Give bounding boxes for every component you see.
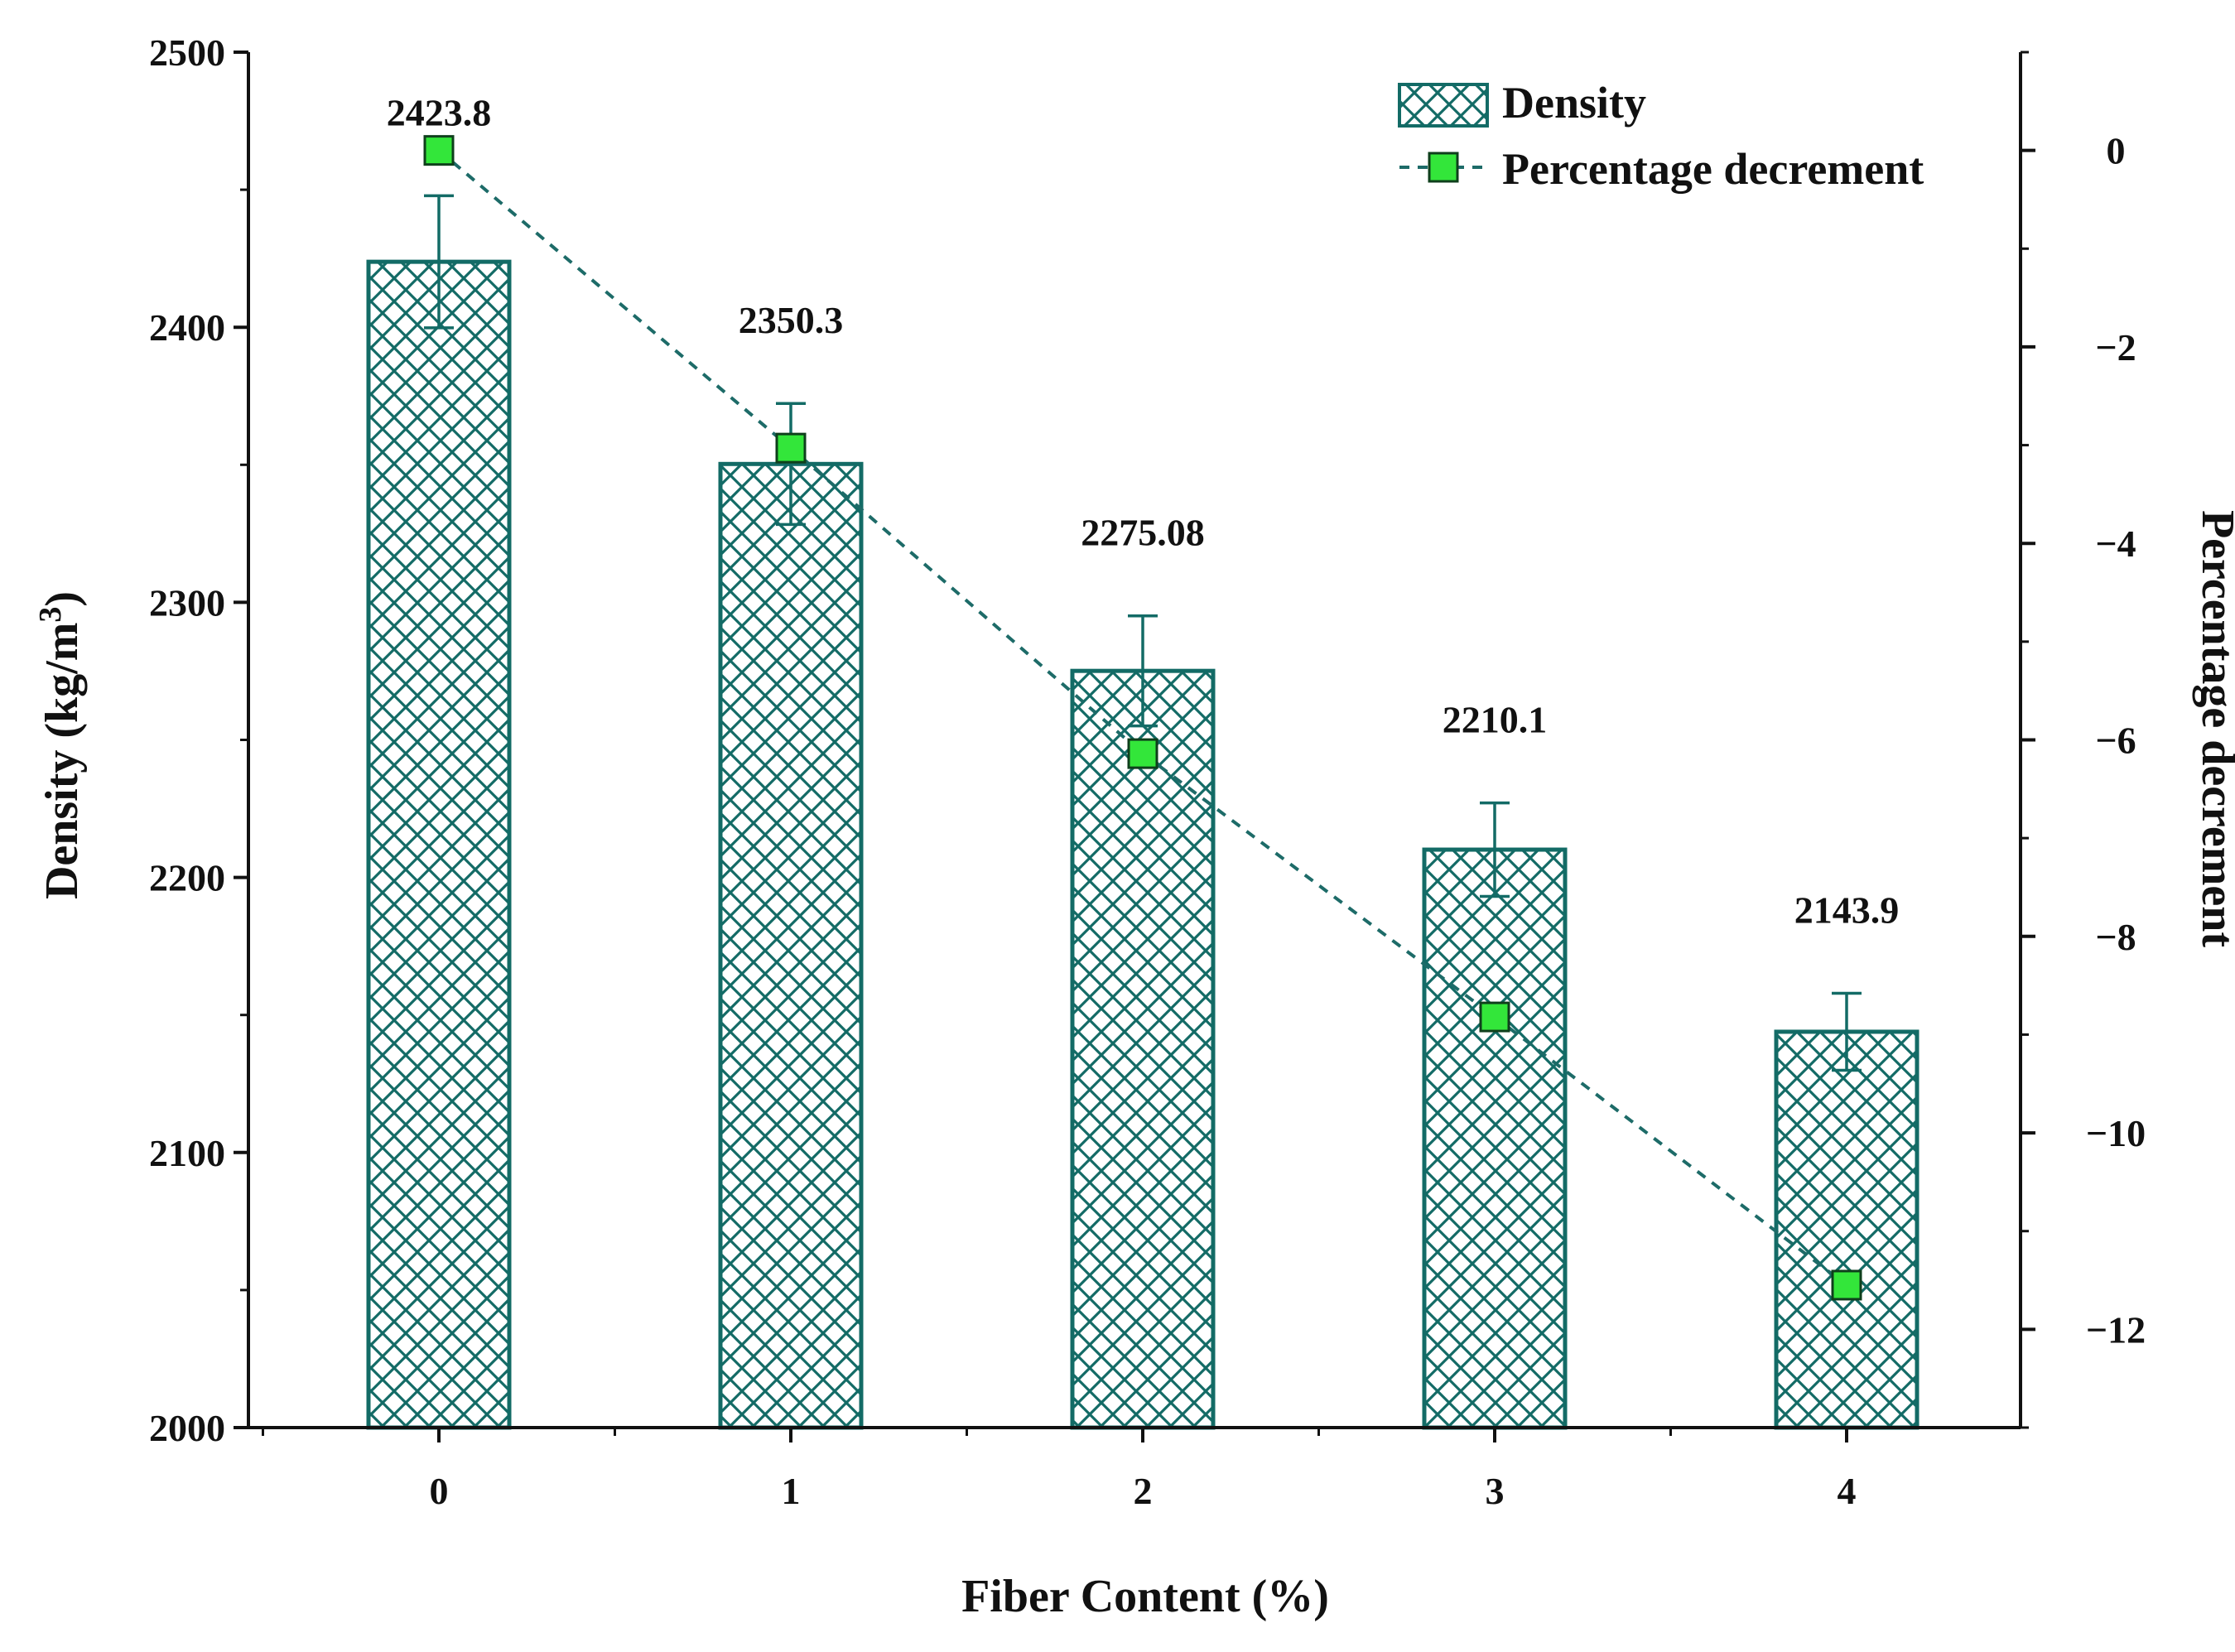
x-tick-label-0: 0: [430, 1470, 449, 1512]
x-tick-label-1: 1: [782, 1470, 801, 1512]
density-bar-0: [366, 259, 512, 1430]
left-tick-label-2200: 2200: [149, 857, 225, 899]
x-tick-label-4: 4: [1838, 1470, 1857, 1512]
x-tick-label-2: 2: [1134, 1470, 1153, 1512]
density-bar-2: [1070, 668, 1216, 1430]
data-label-2: 2275.08: [1081, 512, 1205, 554]
right-tick-label--12: −12: [2086, 1308, 2146, 1351]
axis-ticks: 2000 2100 2200 2300 2400 2500 0 −2 −4 −6 −8 −10 −12 0…: [149, 31, 2146, 1512]
right-tick-label--2: −2: [2095, 326, 2136, 368]
percentage-decrement-series: [423, 135, 1862, 1301]
density-error-bars: [424, 194, 1862, 1072]
right-tick-label--10: −10: [2086, 1112, 2146, 1154]
left-y-axis-title-superscript: 3: [33, 607, 68, 623]
right-tick-label--6: −6: [2095, 720, 2136, 762]
x-axis-title: Fiber Content (%): [961, 1571, 1329, 1622]
percentage-marker-3: [1479, 1001, 1510, 1033]
percentage-marker-4: [1831, 1269, 1862, 1301]
left-tick-label-2400: 2400: [149, 306, 225, 349]
percentage-marker-0: [423, 135, 455, 166]
percentage-marker-2: [1127, 738, 1158, 769]
data-label-0: 2423.8: [387, 91, 492, 133]
legend: Density Percentage decrement: [1398, 78, 1924, 194]
left-tick-label-2300: 2300: [149, 581, 225, 624]
value-labels: 2423.8 2350.3 2275.08 2210.1 2143.9: [387, 91, 1900, 931]
density-bar-4: [1774, 1029, 1919, 1430]
right-tick-label--8: −8: [2095, 916, 2136, 958]
left-tick-label-2100: 2100: [149, 1132, 225, 1174]
density-bars: [366, 259, 1919, 1430]
legend-density-swatch: [1398, 83, 1489, 128]
density-bar-1: [718, 461, 864, 1430]
right-tick-label--4: −4: [2095, 523, 2136, 565]
percentage-decrement-line: [437, 149, 1848, 1287]
density-bar-3: [1422, 847, 1568, 1430]
legend-percentage-label: Percentage decrement: [1502, 144, 1924, 194]
right-y-axis-title: Percentage decrement: [2192, 510, 2235, 947]
percentage-marker-1: [775, 432, 807, 464]
left-y-axis-title-end: ): [36, 591, 88, 607]
data-label-1: 2350.3: [739, 299, 844, 341]
left-tick-label-2500: 2500: [149, 31, 225, 74]
x-tick-label-3: 3: [1486, 1470, 1505, 1512]
left-y-axis-title: Density (kg/m3): [33, 591, 88, 899]
left-y-axis-title-main: Density (kg/m: [36, 623, 88, 899]
legend-density-label: Density: [1502, 78, 1646, 128]
data-label-4: 2143.9: [1794, 889, 1900, 931]
data-label-3: 2210.1: [1443, 699, 1548, 741]
right-tick-label-0: 0: [2107, 130, 2126, 172]
legend-square-marker: [1428, 152, 1459, 183]
left-tick-label-2000: 2000: [149, 1407, 225, 1449]
